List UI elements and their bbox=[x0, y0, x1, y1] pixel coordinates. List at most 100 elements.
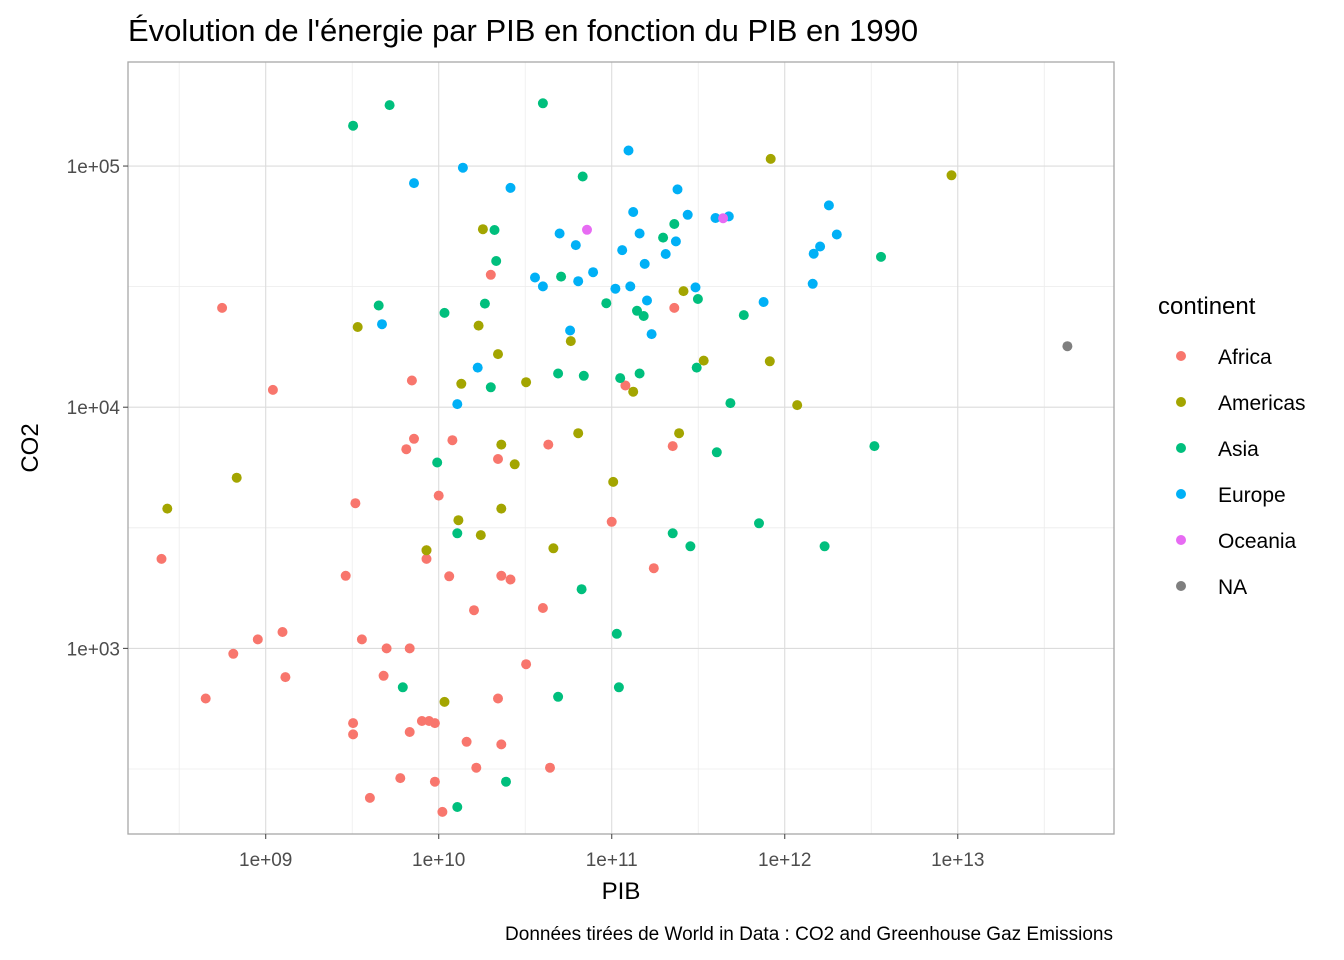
point-africa bbox=[620, 380, 631, 391]
point-americas bbox=[496, 503, 507, 514]
point-americas bbox=[792, 400, 803, 411]
point-africa bbox=[485, 269, 496, 280]
point-americas bbox=[421, 545, 432, 556]
legend-title: continent bbox=[1158, 293, 1256, 320]
point-asia bbox=[578, 370, 589, 381]
point-asia bbox=[489, 225, 500, 235]
point-asia bbox=[725, 398, 736, 409]
point-europe bbox=[808, 248, 819, 259]
minor-gridlines bbox=[128, 62, 1114, 834]
point-europe bbox=[670, 236, 681, 247]
point-africa bbox=[429, 776, 440, 787]
point-asia bbox=[615, 373, 626, 384]
point-europe bbox=[690, 282, 701, 293]
point-asia bbox=[553, 368, 564, 379]
point-oceania bbox=[582, 224, 592, 235]
point-asia bbox=[754, 518, 764, 529]
chart-title: Évolution de l'énergie par PIB en foncti… bbox=[128, 13, 918, 48]
y-tick-label: 1e+03 bbox=[67, 639, 120, 660]
point-africa bbox=[433, 490, 444, 501]
point-europe bbox=[617, 245, 628, 256]
legend-key-oceania bbox=[1176, 535, 1186, 545]
point-americas bbox=[352, 322, 363, 332]
point-africa bbox=[496, 570, 507, 581]
point-europe bbox=[588, 267, 599, 278]
point-asia bbox=[638, 311, 649, 321]
point-africa bbox=[267, 384, 278, 395]
point-asia bbox=[601, 298, 612, 309]
point-europe bbox=[831, 229, 842, 240]
point-europe bbox=[623, 145, 634, 156]
caption: Données tirées de World in Data : CO2 an… bbox=[505, 924, 1113, 945]
point-americas bbox=[946, 170, 957, 181]
point-asia bbox=[577, 171, 588, 182]
point-americas bbox=[473, 320, 484, 331]
y-axis-ticks: 1e+03 1e+04 1e+05 bbox=[67, 157, 128, 660]
point-asia bbox=[869, 441, 880, 452]
point-asia bbox=[669, 219, 680, 229]
legend-label-africa: Africa bbox=[1218, 346, 1272, 369]
point-asia bbox=[738, 310, 749, 321]
point-americas bbox=[475, 530, 486, 541]
point-africa bbox=[348, 729, 359, 740]
x-tick-label: 1e+10 bbox=[412, 850, 465, 871]
point-africa bbox=[404, 643, 415, 654]
point-asia bbox=[692, 294, 703, 304]
point-africa bbox=[437, 806, 448, 817]
point-africa bbox=[429, 718, 440, 729]
point-americas bbox=[565, 336, 576, 347]
point-africa bbox=[228, 648, 239, 659]
point-americas bbox=[573, 428, 584, 439]
point-africa bbox=[606, 516, 617, 527]
y-tick-label: 1e+05 bbox=[67, 157, 120, 178]
point-africa bbox=[350, 498, 361, 509]
point-africa bbox=[545, 762, 555, 773]
point-africa bbox=[378, 670, 389, 681]
point-asia bbox=[432, 457, 443, 468]
point-europe bbox=[537, 281, 548, 292]
point-europe bbox=[815, 241, 826, 252]
point-europe bbox=[634, 228, 645, 239]
legend-label-americas: Americas bbox=[1218, 392, 1306, 415]
point-asia bbox=[685, 541, 696, 552]
point-americas bbox=[477, 224, 488, 235]
point-africa bbox=[505, 574, 516, 585]
point-europe bbox=[710, 213, 721, 223]
point-americas bbox=[698, 355, 709, 366]
point-africa bbox=[469, 605, 479, 616]
point-americas bbox=[496, 439, 507, 450]
point-europe bbox=[570, 240, 581, 251]
point-americas bbox=[764, 356, 775, 367]
point-americas bbox=[453, 515, 464, 526]
point-asia bbox=[613, 682, 624, 693]
point-asia bbox=[576, 584, 587, 595]
point-asia bbox=[384, 100, 395, 111]
point-asia bbox=[556, 271, 567, 282]
point-americas bbox=[231, 472, 242, 483]
point-africa bbox=[493, 693, 503, 704]
x-tick-label: 1e+13 bbox=[931, 850, 984, 871]
point-africa bbox=[340, 570, 351, 581]
y-axis-label: CO2 bbox=[17, 423, 44, 472]
point-asia bbox=[611, 628, 622, 639]
legend-label-europe: Europe bbox=[1218, 484, 1286, 507]
point-europe bbox=[628, 207, 639, 217]
point-africa bbox=[401, 444, 412, 455]
point-africa bbox=[406, 375, 417, 386]
point-europe bbox=[573, 276, 584, 287]
point-africa bbox=[444, 571, 455, 582]
point-asia bbox=[501, 776, 511, 787]
point-europe bbox=[758, 297, 769, 307]
point-asia bbox=[819, 541, 830, 552]
plot-panel-border bbox=[127, 61, 1115, 835]
point-africa bbox=[496, 739, 507, 750]
legend-label-na: NA bbox=[1218, 576, 1247, 599]
y-tick-label: 1e+04 bbox=[67, 398, 121, 419]
x-axis-label: PIB bbox=[602, 878, 641, 905]
point-europe bbox=[807, 278, 818, 289]
legend-key-africa bbox=[1176, 351, 1186, 361]
point-africa bbox=[521, 659, 532, 670]
point-americas bbox=[628, 386, 639, 397]
point-africa bbox=[669, 302, 680, 313]
